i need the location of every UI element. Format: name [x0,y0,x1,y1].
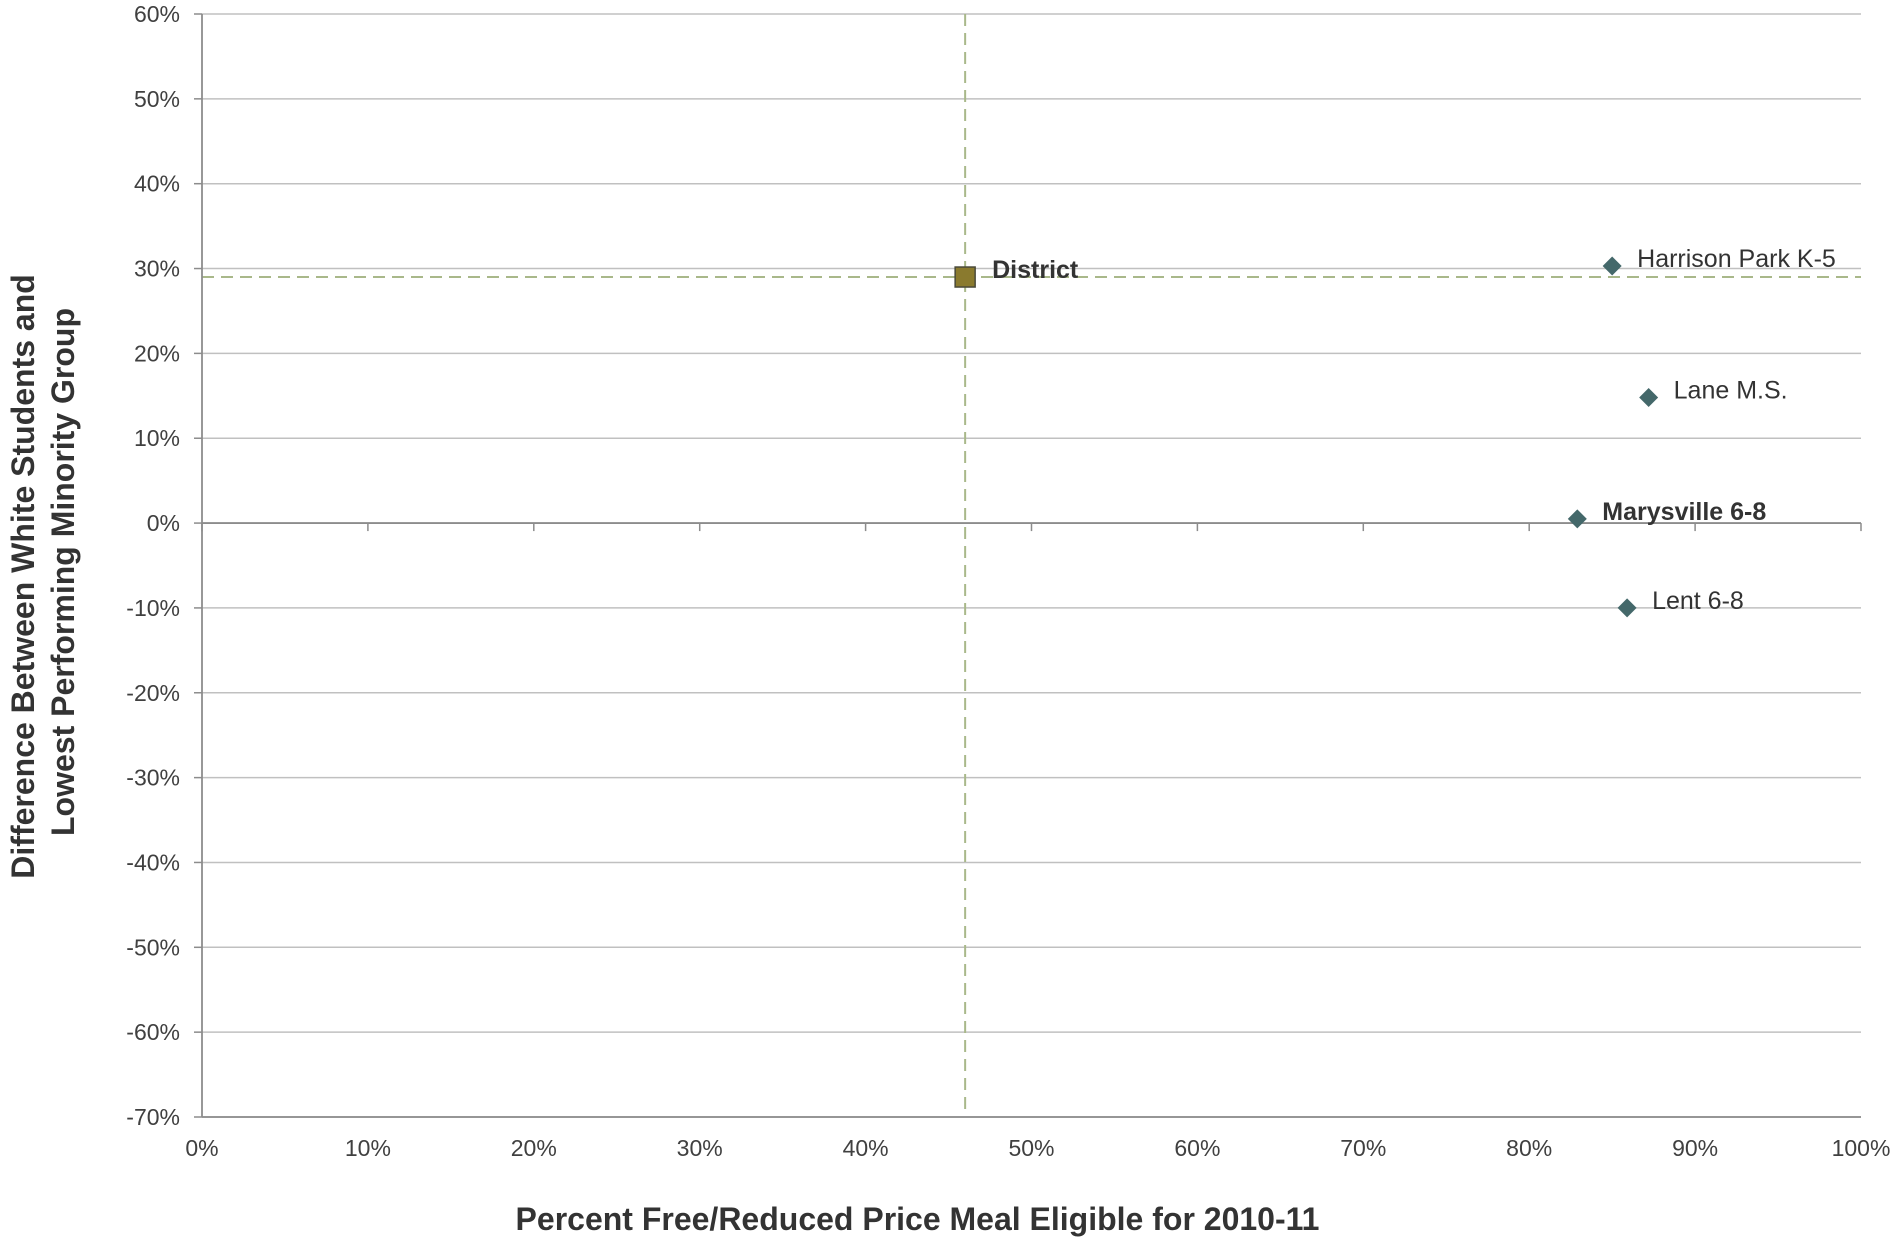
x-tick-label: 100% [1832,1135,1891,1161]
point-marker-diamond [1602,256,1622,276]
x-tick-label: 30% [677,1135,723,1161]
point-label: Marysville 6-8 [1602,498,1766,526]
y-tick-label: 0% [147,510,180,536]
y-tick-label: -70% [126,1104,180,1130]
y-tick-label: -20% [126,680,180,706]
y-axis-title: Difference Between White Students and Lo… [5,265,81,878]
x-tick-label: 70% [1340,1135,1386,1161]
gridlines [202,13,1861,1118]
x-tick-label: 20% [511,1135,557,1161]
x-tick-label: 60% [1174,1135,1220,1161]
y-tick-label: 60% [134,1,180,27]
point-marker-diamond [1567,509,1587,529]
y-tick-label: 10% [134,425,180,451]
point-marker-square [954,266,976,288]
y-tick-label: -10% [126,595,180,621]
reference-lines [202,14,1861,1111]
x-tick-label: 40% [843,1135,889,1161]
data-points: District Harrison Park K-5 Lane M.S. Marysv… [954,245,1836,618]
y-axis-title-line-2: Lowest Performing Minority Group [45,308,81,836]
point-label: Lane M.S. [1674,377,1788,405]
y-tick-labels: 60% 50% 40% 30% 20% 10% 0% -10% -20% -30% -40% -50%… [126,1,180,1130]
axes [194,13,1862,1118]
point-label: Lent 6-8 [1652,587,1744,615]
y-tick-label: -50% [126,934,180,960]
y-axis-title-line-1: Difference Between White Students and [5,274,41,879]
point-marker-diamond [1617,598,1637,618]
x-tick-label: 0% [185,1135,218,1161]
x-tick-labels: 0% 10% 20% 30% 40% 50% 60% 70% 80% 90% 100% [185,1135,1890,1161]
point-marker-diamond [1639,388,1659,408]
y-tick-label: -30% [126,765,180,791]
y-tick-label: 40% [134,171,180,197]
point-label: Harrison Park K-5 [1637,245,1836,273]
point-label: District [992,256,1079,284]
y-tick-label: 50% [134,86,180,112]
x-tick-label: 80% [1506,1135,1552,1161]
x-tick-label: 10% [345,1135,391,1161]
y-tick-label: 30% [134,256,180,282]
x-tick-label: 50% [1008,1135,1054,1161]
y-tick-label: -40% [126,849,180,875]
y-tick-label: -60% [126,1019,180,1045]
x-axis-title: Percent Free/Reduced Price Meal Eligible… [516,1201,1320,1237]
y-tick-label: 20% [134,340,180,366]
x-tick-label: 90% [1672,1135,1718,1161]
